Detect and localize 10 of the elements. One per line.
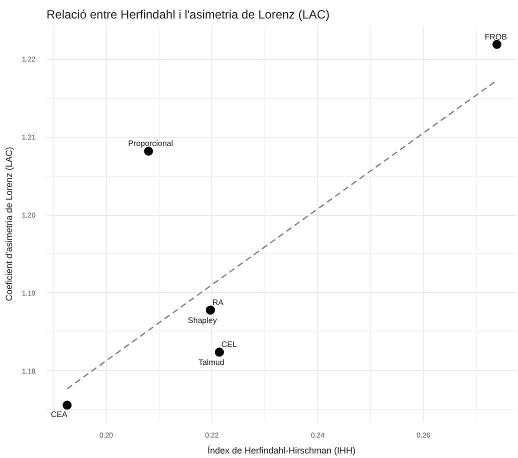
y-axis-title: Coeficient d'asimetria de Lorenz (LAC) bbox=[4, 146, 14, 302]
annotation: Shapley bbox=[188, 316, 217, 326]
annotation: RA bbox=[212, 298, 224, 308]
annotation: Talmud bbox=[198, 358, 224, 368]
annotation: FROB bbox=[484, 32, 507, 42]
chart-title: Relació entre Herfindahl i l'asimetria de Lorenz (LAC) bbox=[46, 8, 330, 22]
annotation: CEL bbox=[221, 340, 238, 350]
x-axis-title: Índex de Herfindahl-Hirschman (IHH) bbox=[207, 446, 356, 456]
annotation: CEA bbox=[50, 410, 68, 420]
annotation: Proporcional bbox=[128, 139, 174, 148]
